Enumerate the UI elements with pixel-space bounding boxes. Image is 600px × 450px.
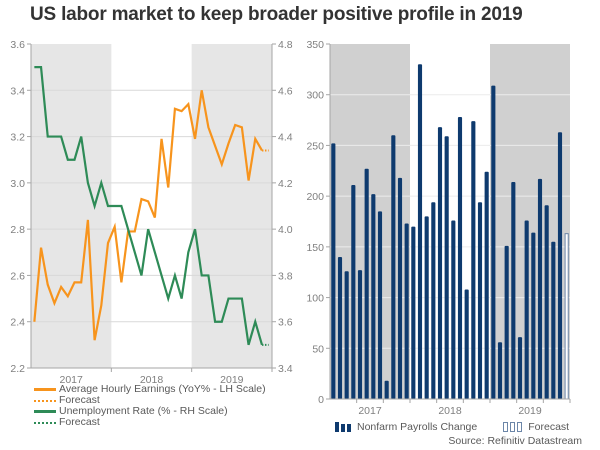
payrolls-bar <box>397 177 403 399</box>
payrolls-bar <box>524 220 529 399</box>
legend-swatch-unemployment <box>34 410 56 413</box>
right-y-tick-label: 4.6 <box>278 85 293 97</box>
payrolls-bar <box>377 211 383 399</box>
bar-shade-2019 <box>490 44 570 399</box>
legend-label-unemployment-forecast: Forecast <box>59 416 100 428</box>
payrolls-bar <box>404 223 409 399</box>
left-y-tick-label: 2.4 <box>10 317 25 329</box>
legend-swatch-unemployment-forecast <box>34 421 56 424</box>
legend-item-earnings-forecast: Forecast <box>34 395 266 406</box>
unemployment-line <box>34 66 264 346</box>
right-y-tick-label: 3.4 <box>278 363 293 375</box>
legend-label-unemployment: Unemployment Rate (% - RH Scale) <box>59 405 228 417</box>
payrolls-bar <box>431 202 436 399</box>
legend-label-payrolls: Nonfarm Payrolls Change <box>357 421 478 433</box>
payrolls-bar <box>424 216 429 399</box>
chart-title: US labor market to keep broader positive… <box>30 4 523 25</box>
payrolls-bar <box>477 202 483 399</box>
payrolls-bar <box>331 143 336 399</box>
right-y-tick-label: 4.0 <box>278 224 293 236</box>
payrolls-bar <box>351 184 356 399</box>
bar-x-tick-label-2019: 2019 <box>518 405 542 417</box>
payrolls-bar <box>457 117 463 400</box>
right-y-tick-label: 3.6 <box>278 317 293 329</box>
payrolls-bar <box>464 289 469 399</box>
left-y-tick-label: 3.0 <box>10 178 25 190</box>
earnings-line <box>33 90 263 341</box>
bar-x-tick-label-2017: 2017 <box>358 405 382 417</box>
payrolls-bar <box>451 220 456 399</box>
payrolls-bar <box>417 64 423 400</box>
bar-y-tick-label: 0 <box>318 394 324 406</box>
legend-label-bar-forecast: Forecast <box>528 421 570 433</box>
legend-swatch-earnings <box>34 388 56 391</box>
left-y-tick-label: 2.6 <box>10 270 25 282</box>
bar-x-tick-label-2018: 2018 <box>438 405 462 417</box>
legend-swatch-payrolls <box>335 422 353 432</box>
payrolls-bar <box>364 168 369 399</box>
payrolls-bar <box>391 135 396 400</box>
x-tick-label-2018: 2018 <box>140 374 164 386</box>
legend-label-earnings-forecast: Forecast <box>59 394 100 406</box>
bar-y-tick-label: 300 <box>306 90 324 102</box>
x-tick-label-2017: 2017 <box>59 374 83 386</box>
legend-swatch-bar-forecast <box>503 422 524 432</box>
payrolls-bar <box>537 178 543 399</box>
payrolls-bar <box>437 127 443 400</box>
payrolls-bar <box>344 271 349 399</box>
payrolls-bar <box>444 136 449 400</box>
bar-y-tick-label: 250 <box>306 140 324 152</box>
payrolls-bar <box>531 232 536 399</box>
left-y-tick-label: 2.8 <box>10 224 25 236</box>
bar-chart-legend: Nonfarm Payrolls Change Forecast <box>335 421 569 433</box>
payrolls-bar <box>384 380 389 399</box>
bar-y-tick-label: 50 <box>312 343 324 355</box>
left-y-tick-label: 2.2 <box>10 363 25 375</box>
legend-item-unemployment-forecast: Forecast <box>34 417 266 428</box>
left-y-tick-label: 3.6 <box>10 39 25 51</box>
bar-y-tick-label: 100 <box>306 293 324 305</box>
bar-y-tick-label: 150 <box>306 242 324 254</box>
payrolls-bar <box>471 121 476 399</box>
payrolls-bar <box>551 241 556 399</box>
payrolls-bar <box>491 85 496 399</box>
bar-shade-2017 <box>330 44 410 399</box>
right-y-tick-label: 4.4 <box>278 132 293 144</box>
legend-label-earnings: Average Hourly Earnings (YoY% - LH Scale… <box>59 383 266 395</box>
payrolls-bar <box>337 257 343 399</box>
payrolls-bar <box>511 181 516 399</box>
payrolls-bar <box>517 337 523 399</box>
payrolls-bar <box>497 342 503 399</box>
payrolls-bar <box>371 194 376 399</box>
payrolls-bar <box>557 132 563 399</box>
payrolls-bar <box>484 171 489 399</box>
left-y-tick-label: 3.4 <box>10 85 25 97</box>
bar-y-tick-label: 200 <box>306 191 324 203</box>
payrolls-bar <box>504 245 509 399</box>
source-note: Source: Refinitiv Datastream <box>448 435 582 447</box>
legend-swatch-earnings-forecast <box>34 399 56 402</box>
forecast-bar <box>564 233 569 400</box>
payrolls-bar <box>411 226 416 399</box>
x-tick-label-2019: 2019 <box>220 374 244 386</box>
payrolls-bar <box>357 270 363 399</box>
legend-item-earnings: Average Hourly Earnings (YoY% - LH Scale… <box>34 384 266 395</box>
right-y-tick-label: 4.8 <box>278 39 293 51</box>
legend-item-unemployment: Unemployment Rate (% - RH Scale) <box>34 406 266 417</box>
bar-y-tick-label: 350 <box>306 39 324 51</box>
line-chart-legend: Average Hourly Earnings (YoY% - LH Scale… <box>34 384 266 428</box>
shade-2019 <box>191 44 272 368</box>
right-y-tick-label: 4.2 <box>278 178 293 190</box>
payrolls-bar <box>544 205 549 399</box>
right-y-tick-label: 3.8 <box>278 270 293 282</box>
left-y-tick-label: 3.2 <box>10 132 25 144</box>
